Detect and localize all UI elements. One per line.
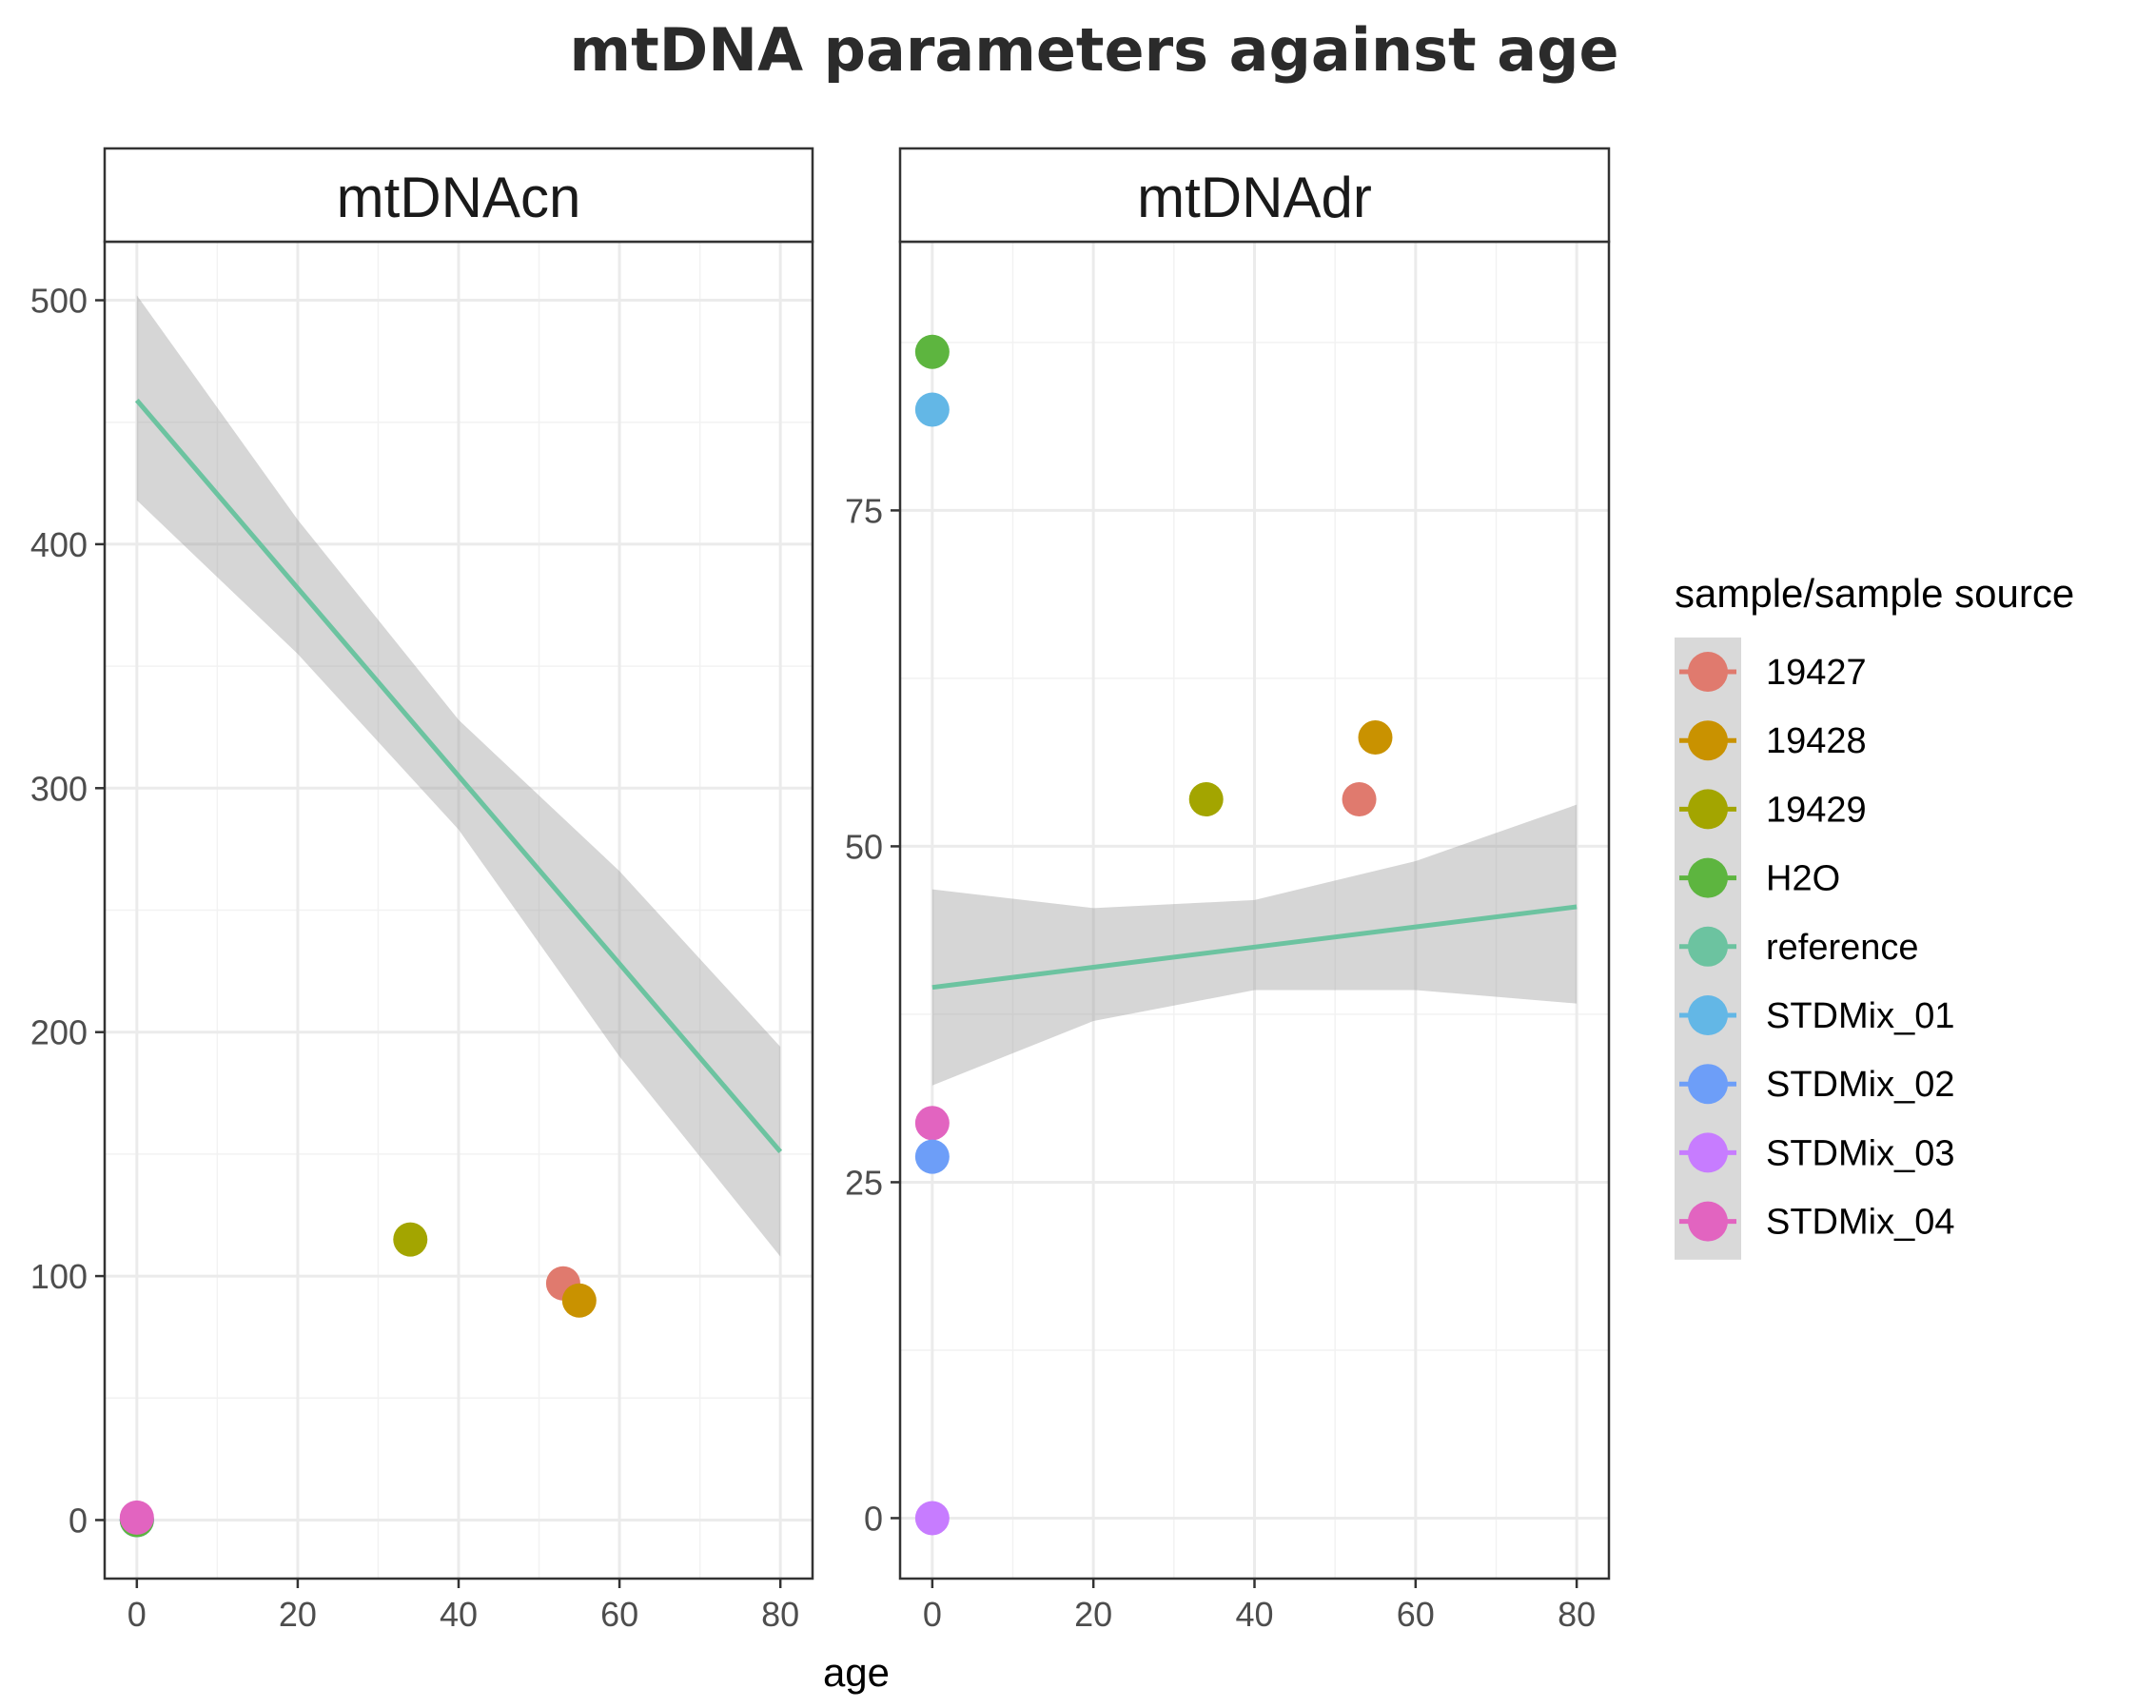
x-tick-label: 40	[1235, 1595, 1273, 1634]
y-tick-label: 0	[69, 1501, 88, 1540]
y-tick-label: 200	[30, 1013, 88, 1052]
point-STDMix_04	[119, 1500, 154, 1535]
x-tick-label: 20	[279, 1595, 317, 1634]
legend-key-dot	[1688, 652, 1728, 692]
strip-label: mtDNAcn	[337, 166, 581, 229]
y-tick-label: 100	[30, 1257, 88, 1296]
trend-line	[931, 904, 1578, 991]
strip-background	[898, 147, 1611, 244]
legend-label: 19429	[1766, 790, 1867, 830]
legend-key-dot	[1688, 1201, 1728, 1242]
panel-mtDNAcn: 0 20 40 60 80 0 100 200 300 400 500 mtDNAcn	[30, 147, 814, 1634]
y-tick-label: 400	[30, 525, 88, 564]
x-tick-label: 60	[1397, 1595, 1435, 1634]
y-tick-label: 25	[845, 1163, 883, 1202]
x-tick-label: 80	[1558, 1595, 1596, 1634]
point-STDMix_02	[914, 1139, 950, 1174]
x-tick-label: 40	[440, 1595, 478, 1634]
strip-background	[103, 147, 814, 244]
y-tick-label: 75	[845, 491, 883, 530]
point-19429	[1188, 782, 1224, 817]
legend-key-dot	[1688, 1064, 1728, 1105]
x-tick-label: 0	[923, 1595, 942, 1634]
point-19428	[1358, 720, 1393, 756]
legend-label: STDMix_04	[1766, 1203, 1955, 1243]
x-tick-label: 60	[600, 1595, 638, 1634]
legend-title: sample/sample source	[1675, 571, 2074, 616]
x-tick-label: 80	[761, 1595, 799, 1634]
point-STDMix_03	[914, 1501, 950, 1536]
point-STDMix_04	[914, 1106, 950, 1141]
y-tick-label: 300	[30, 769, 88, 808]
point-STDMix_01	[914, 392, 950, 427]
y-tick-label: 50	[845, 827, 883, 866]
legend-key-dot	[1688, 857, 1728, 898]
x-axis-label: age	[823, 1650, 890, 1695]
legend-key-dot	[1688, 926, 1728, 967]
point-19429	[393, 1222, 428, 1257]
legend: sample/sample source 19427 19428 19429 H2O re…	[1675, 571, 2074, 1260]
legend-label: STDMix_03	[1766, 1133, 1955, 1173]
legend-label: reference	[1766, 928, 1919, 968]
x-tick-label: 20	[1074, 1595, 1112, 1634]
point-H2O	[914, 334, 950, 369]
chart-title: mtDNA parameters against age	[569, 15, 1618, 85]
y-tick-label: 500	[30, 282, 88, 321]
legend-label: STDMix_01	[1766, 996, 1955, 1036]
legend-key-dot	[1688, 720, 1728, 761]
legend-key-dot	[1688, 1132, 1728, 1173]
legend-label: 19428	[1766, 721, 1867, 761]
legend-label: 19427	[1766, 653, 1867, 693]
panel-mtDNAdr: 0 20 40 60 80 0 25 50 75 mtDNAdr	[845, 147, 1611, 1634]
legend-key-dot	[1688, 789, 1728, 830]
point-19427	[1342, 782, 1377, 817]
y-tick-label: 0	[864, 1499, 883, 1538]
trend-line	[134, 399, 783, 1153]
x-tick-label: 0	[127, 1595, 147, 1634]
legend-label: H2O	[1766, 859, 1840, 899]
legend-label: STDMix_02	[1766, 1065, 1955, 1105]
legend-key-dot	[1688, 995, 1728, 1035]
point-19428	[561, 1283, 597, 1318]
strip-label: mtDNAdr	[1137, 166, 1372, 229]
